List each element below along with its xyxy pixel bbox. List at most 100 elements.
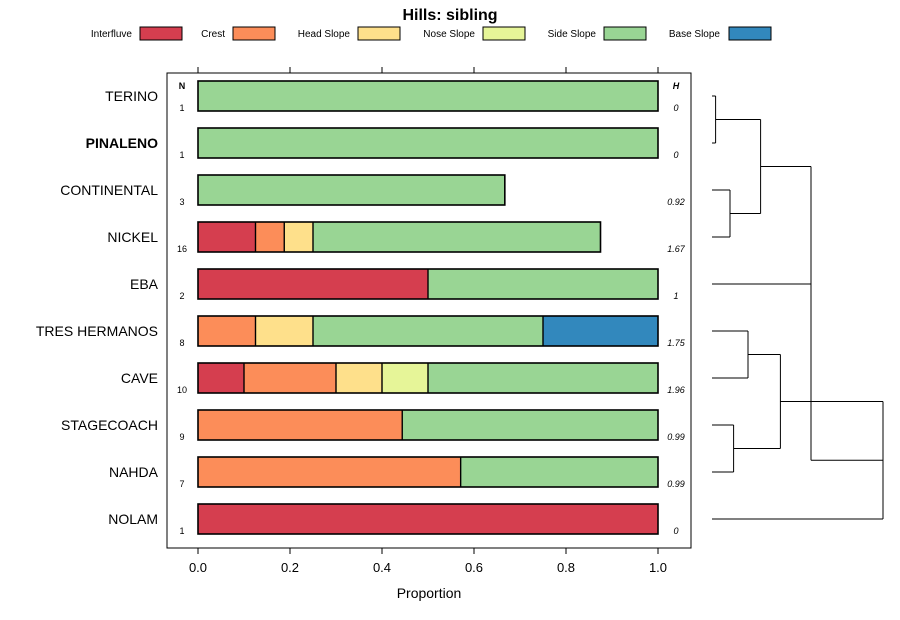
legend-swatch-crest [232, 26, 276, 41]
dendrogram [712, 95, 884, 520]
y-label-pinaleno: PINALENO [86, 135, 158, 151]
y-label-nolam: NOLAM [108, 511, 158, 527]
bar-segment-eba-side-slope [428, 269, 658, 299]
n-value-stagecoach: 9 [179, 432, 184, 442]
n-value-terino: 1 [179, 103, 184, 113]
y-label-nahda: NAHDA [109, 464, 159, 480]
bar-segment-tres-hermanos-head-slope [255, 316, 313, 346]
legend-swatch-base-slope [728, 26, 772, 41]
y-label-cave: CAVE [121, 370, 158, 386]
y-label-eba: EBA [130, 276, 159, 292]
n-value-continental: 3 [179, 197, 184, 207]
y-label-nickel: NICKEL [107, 229, 158, 245]
y-label-continental: CONTINENTAL [60, 182, 158, 198]
y-label-stagecoach: STAGECOACH [61, 417, 158, 433]
x-tick-label-1: 0.2 [281, 560, 299, 575]
legend: Interfluve Crest Head Slope Nose Slope Side … [91, 26, 772, 41]
legend-label-nose-slope: Nose Slope [423, 29, 475, 40]
bar-segment-tres-hermanos-side-slope [313, 316, 543, 346]
x-axis: 0.0 0.2 0.4 0.6 0.8 1.0 [189, 67, 667, 575]
bar-segment-cave-nose-slope [382, 363, 428, 393]
chart-title: Hills: sibling [402, 7, 497, 24]
bar-outline-continental [197, 174, 506, 206]
bar-segment-terino-side-slope [198, 81, 658, 111]
row-stagecoach: STAGECOACH 9 0.99 [61, 409, 685, 442]
h-value-pinaleno: 0 [673, 150, 678, 160]
bar-segment-stagecoach-crest [198, 410, 403, 440]
h-value-cave: 1.96 [667, 385, 685, 395]
n-column-header: N [179, 81, 186, 91]
bar-outline-pinaleno [197, 127, 659, 159]
row-continental: CONTINENTAL 3 0.92 [60, 174, 685, 207]
h-value-eba: 1 [673, 291, 678, 301]
row-eba: EBA 2 1 [130, 268, 679, 301]
n-value-eba: 2 [179, 291, 184, 301]
legend-swatch-side-slope [603, 26, 647, 41]
row-cave: CAVE 10 1.96 [121, 362, 685, 395]
x-tick-label-0: 0.0 [189, 560, 207, 575]
bar-outline-cave [197, 362, 659, 394]
legend-swatch-interfluve [139, 26, 183, 41]
bar-segment-cave-side-slope [428, 363, 658, 393]
bar-outline-stagecoach [197, 409, 659, 441]
bar-outline-nahda [197, 456, 659, 488]
n-value-pinaleno: 1 [179, 150, 184, 160]
n-value-nickel: 16 [177, 244, 187, 254]
bar-segment-nickel-side-slope [313, 222, 601, 252]
bar-segment-eba-interfluve [198, 269, 428, 299]
x-tick-label-5: 1.0 [649, 560, 667, 575]
n-value-nolam: 1 [179, 526, 184, 536]
row-nahda: NAHDA 7 0.99 [109, 456, 685, 489]
bar-segment-cave-interfluve [198, 363, 244, 393]
bar-outline-eba [197, 268, 659, 300]
n-value-cave: 10 [177, 385, 187, 395]
bar-segment-nahda-side-slope [460, 457, 658, 487]
x-tick-label-4: 0.8 [557, 560, 575, 575]
bar-segment-pinaleno-side-slope [198, 128, 658, 158]
y-label-terino: TERINO [105, 88, 158, 104]
legend-swatch-head-slope [357, 26, 401, 41]
legend-label-base-slope: Base Slope [669, 29, 721, 40]
row-nickel: NICKEL 16 1.67 [107, 221, 686, 254]
h-value-nahda: 0.99 [667, 479, 685, 489]
bar-outline-nolam [197, 503, 659, 535]
h-value-continental: 0.92 [667, 197, 685, 207]
legend-label-crest: Crest [201, 29, 225, 40]
h-value-nolam: 0 [673, 526, 678, 536]
bar-segment-nickel-crest [255, 222, 285, 252]
legend-label-head-slope: Head Slope [298, 29, 351, 40]
h-value-nickel: 1.67 [667, 244, 686, 254]
bar-outline-nickel [197, 221, 602, 253]
h-column-header: H [673, 81, 680, 91]
h-value-tres-hermanos: 1.75 [667, 338, 686, 348]
bar-outline-terino [197, 80, 659, 112]
legend-label-interfluve: Interfluve [91, 29, 133, 40]
y-label-tres-hermanos: TRES HERMANOS [36, 323, 158, 339]
bar-segment-nolam-interfluve [198, 504, 658, 534]
row-terino: TERINO 1 0 [105, 80, 679, 113]
bar-segment-tres-hermanos-crest [198, 316, 256, 346]
row-tres-hermanos: TRES HERMANOS 8 1.75 [36, 315, 686, 348]
bar-segment-tres-hermanos-base-slope [543, 316, 658, 346]
n-value-tres-hermanos: 8 [179, 338, 184, 348]
legend-label-side-slope: Side Slope [548, 29, 597, 40]
plot-frame [166, 72, 692, 549]
n-value-nahda: 7 [179, 479, 184, 489]
legend-swatch-nose-slope [482, 26, 526, 41]
x-axis-title: Proportion [397, 585, 462, 601]
h-value-stagecoach: 0.99 [667, 432, 685, 442]
bar-segment-continental-side-slope [198, 175, 505, 205]
bar-segment-nickel-head-slope [284, 222, 313, 252]
bar-segment-nahda-crest [198, 457, 461, 487]
bar-outline-tres-hermanos [197, 315, 659, 347]
row-nolam: NOLAM 1 0 [108, 503, 679, 536]
x-tick-label-2: 0.4 [373, 560, 391, 575]
h-value-terino: 0 [673, 103, 678, 113]
row-pinaleno: PINALENO 1 0 [86, 127, 679, 160]
bar-segment-stagecoach-side-slope [402, 410, 658, 440]
bar-segment-cave-head-slope [336, 363, 382, 393]
x-tick-label-3: 0.6 [465, 560, 483, 575]
